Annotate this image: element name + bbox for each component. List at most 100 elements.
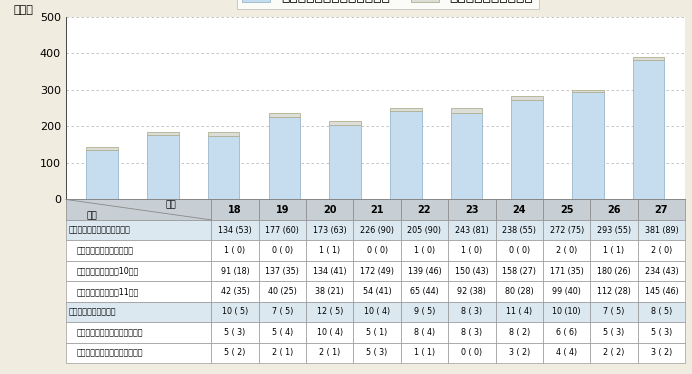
- Text: 134 (53): 134 (53): [218, 226, 252, 234]
- Bar: [590, 343, 638, 363]
- Text: 11 ( 4): 11 ( 4): [506, 307, 532, 316]
- Text: 8 ( 5): 8 ( 5): [650, 307, 672, 316]
- Bar: [259, 199, 306, 220]
- Text: 180 (26): 180 (26): [597, 267, 631, 276]
- Bar: [268, 117, 300, 199]
- Bar: [401, 240, 448, 261]
- Text: 5 ( 3): 5 ( 3): [650, 328, 672, 337]
- Bar: [66, 281, 211, 302]
- Text: 112 (28): 112 (28): [597, 287, 631, 296]
- Text: 145 (46): 145 (46): [644, 287, 678, 296]
- Text: 226 (90): 226 (90): [360, 226, 394, 234]
- Bar: [590, 281, 638, 302]
- Bar: [495, 281, 543, 302]
- Bar: [448, 281, 495, 302]
- Bar: [590, 199, 638, 220]
- Legend: 組織的犯罪処罰法違反（件）, 麻薬特例法違反（件）: 組織的犯罪処罰法違反（件）, 麻薬特例法違反（件）: [237, 0, 539, 9]
- Bar: [401, 199, 448, 220]
- Text: 238 (55): 238 (55): [502, 226, 536, 234]
- Text: 139 (46): 139 (46): [408, 267, 441, 276]
- Bar: [211, 240, 259, 261]
- Text: 172 (49): 172 (49): [360, 267, 394, 276]
- Bar: [543, 199, 590, 220]
- Text: 10 ( 5): 10 ( 5): [222, 307, 248, 316]
- Text: 1 ( 1): 1 ( 1): [603, 246, 625, 255]
- Text: 6 ( 6): 6 ( 6): [556, 328, 577, 337]
- Bar: [401, 261, 448, 281]
- Text: 薬物犯罪収益等隠匿（第６条）: 薬物犯罪収益等隠匿（第６条）: [77, 328, 143, 337]
- Bar: [543, 281, 590, 302]
- Bar: [401, 220, 448, 240]
- Text: 137 (35): 137 (35): [266, 267, 300, 276]
- Text: 3 ( 2): 3 ( 2): [509, 348, 530, 358]
- Text: 1 ( 0): 1 ( 0): [462, 246, 482, 255]
- Bar: [633, 60, 664, 199]
- Bar: [590, 322, 638, 343]
- Bar: [66, 220, 211, 240]
- Text: 150 (43): 150 (43): [455, 267, 489, 276]
- Text: 23: 23: [465, 205, 479, 215]
- Text: 1 ( 1): 1 ( 1): [319, 246, 340, 255]
- Bar: [211, 199, 259, 220]
- Text: 5 ( 1): 5 ( 1): [367, 328, 388, 337]
- Text: 7 ( 5): 7 ( 5): [603, 307, 625, 316]
- Text: 38 (21): 38 (21): [316, 287, 344, 296]
- Bar: [259, 322, 306, 343]
- Bar: [638, 281, 685, 302]
- Text: 134 (41): 134 (41): [313, 267, 347, 276]
- Bar: [354, 322, 401, 343]
- Text: 42 (35): 42 (35): [221, 287, 249, 296]
- Bar: [66, 240, 211, 261]
- Bar: [306, 199, 354, 220]
- Bar: [543, 240, 590, 261]
- Bar: [354, 343, 401, 363]
- Text: 171 (35): 171 (35): [549, 267, 583, 276]
- Text: 5 ( 4): 5 ( 4): [272, 328, 293, 337]
- Bar: [543, 261, 590, 281]
- Bar: [259, 281, 306, 302]
- Text: 22: 22: [418, 205, 431, 215]
- Text: 8 ( 3): 8 ( 3): [462, 328, 482, 337]
- Text: 2 ( 1): 2 ( 1): [272, 348, 293, 358]
- Text: 8 ( 4): 8 ( 4): [414, 328, 435, 337]
- Bar: [86, 150, 118, 199]
- Text: 40 (25): 40 (25): [268, 287, 297, 296]
- Text: 5 ( 3): 5 ( 3): [367, 348, 388, 358]
- Text: 3 ( 2): 3 ( 2): [650, 348, 672, 358]
- Bar: [572, 90, 603, 92]
- Bar: [511, 100, 543, 199]
- Text: 法人等経営支配（第９条）: 法人等経営支配（第９条）: [77, 246, 134, 255]
- Text: 10 ( 4): 10 ( 4): [317, 328, 343, 337]
- Bar: [354, 281, 401, 302]
- Bar: [448, 199, 495, 220]
- Text: 5 ( 2): 5 ( 2): [224, 348, 246, 358]
- Text: 2 ( 1): 2 ( 1): [319, 348, 340, 358]
- Text: 20: 20: [323, 205, 336, 215]
- Text: 薬物犯罪収益等収受（第７条）: 薬物犯罪収益等収受（第７条）: [77, 348, 143, 358]
- Text: 0 ( 0): 0 ( 0): [509, 246, 530, 255]
- Text: 0 ( 0): 0 ( 0): [272, 246, 293, 255]
- Bar: [495, 240, 543, 261]
- Text: 9 ( 5): 9 ( 5): [414, 307, 435, 316]
- Text: 1 ( 0): 1 ( 0): [414, 246, 435, 255]
- Bar: [259, 220, 306, 240]
- Bar: [590, 302, 638, 322]
- Text: 犯罪収益等収受（第11条）: 犯罪収益等収受（第11条）: [77, 287, 139, 296]
- Text: 10 ( 4): 10 ( 4): [364, 307, 390, 316]
- Bar: [211, 281, 259, 302]
- Bar: [306, 281, 354, 302]
- Bar: [495, 199, 543, 220]
- Bar: [329, 121, 361, 125]
- Bar: [638, 302, 685, 322]
- Text: 5 ( 3): 5 ( 3): [603, 328, 625, 337]
- Bar: [259, 302, 306, 322]
- Text: 158 (27): 158 (27): [502, 267, 536, 276]
- Text: 65 (44): 65 (44): [410, 287, 439, 296]
- Bar: [448, 220, 495, 240]
- Bar: [390, 111, 421, 199]
- Text: 5 ( 3): 5 ( 3): [224, 328, 246, 337]
- Bar: [354, 240, 401, 261]
- Text: 26: 26: [608, 205, 621, 215]
- Text: 54 (41): 54 (41): [363, 287, 392, 296]
- Bar: [590, 240, 638, 261]
